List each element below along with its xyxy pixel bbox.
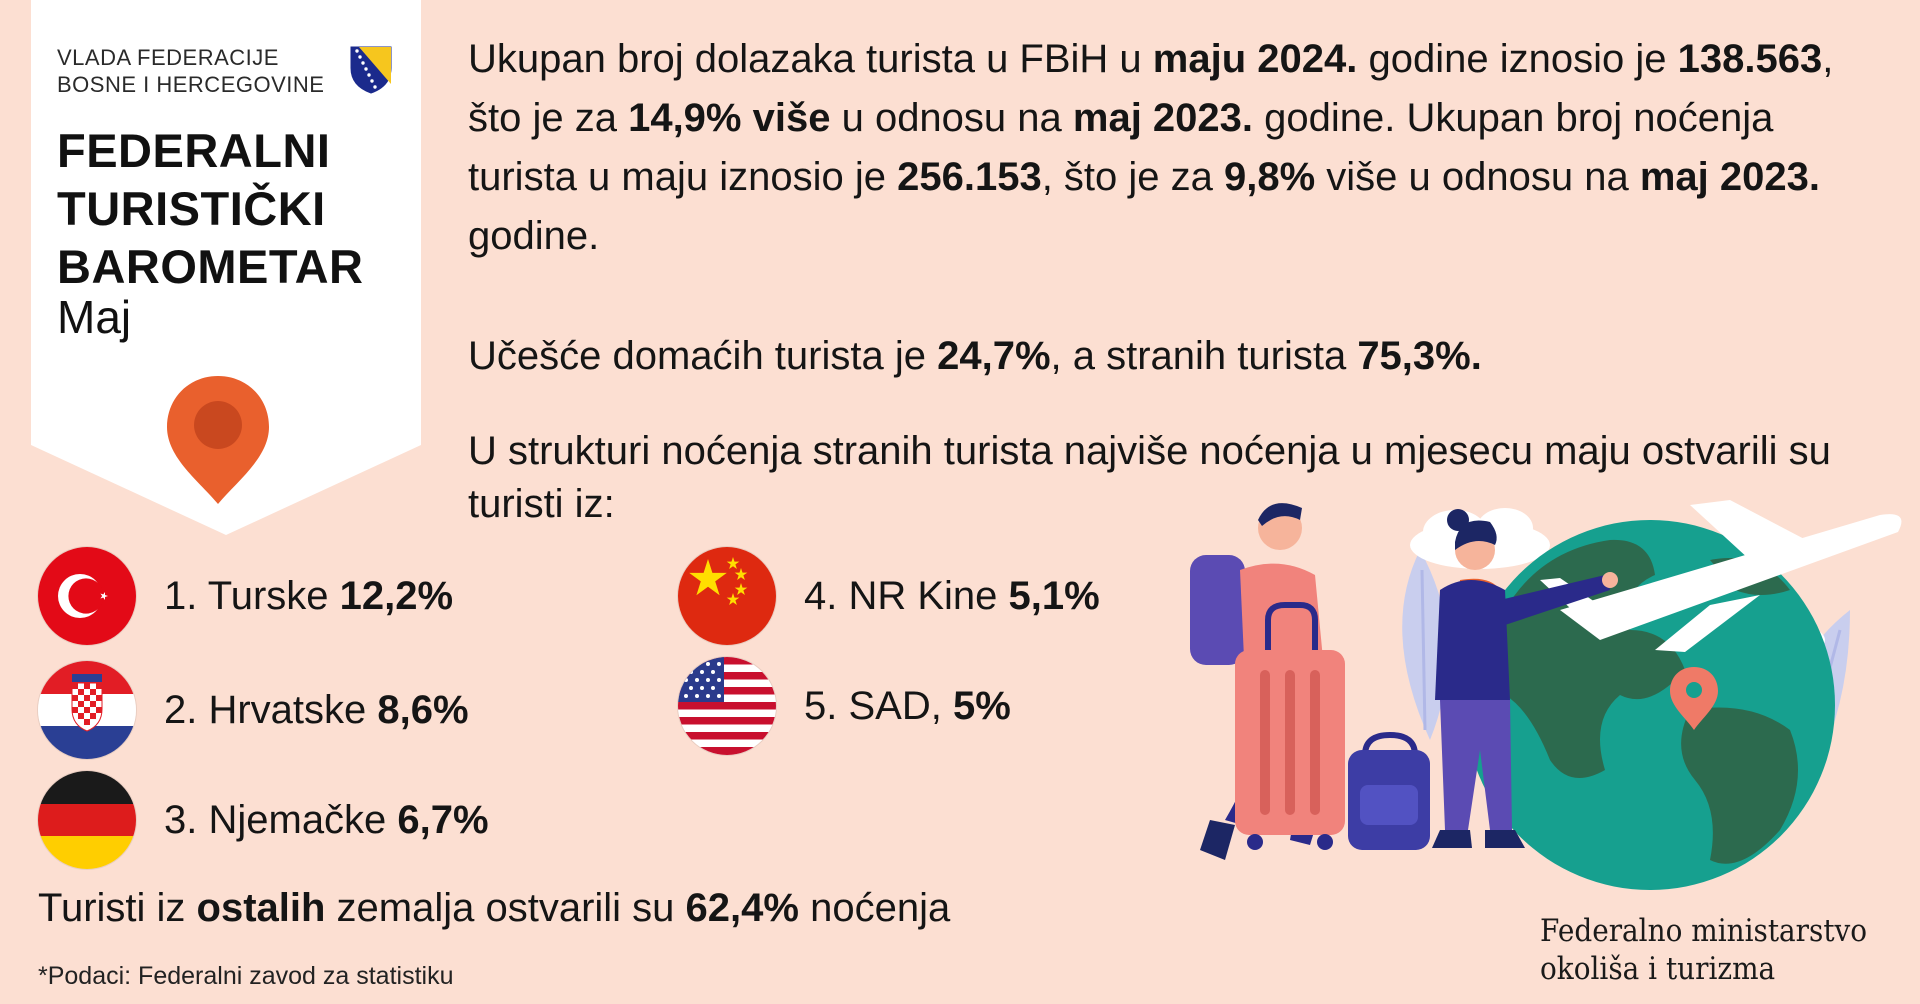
- croatia-flag-icon: [38, 661, 136, 759]
- barometer-title: FEDERALNI TURISTIČKI BAROMETAR: [57, 122, 364, 296]
- share-paragraph: Učešće domaćih turista je 24,7%, a stran…: [468, 327, 1888, 386]
- country-label: 3. Njemačke: [164, 797, 398, 842]
- country-text: 2. Hrvatske 8,6%: [164, 688, 469, 733]
- airplane-icon: [1540, 500, 1902, 652]
- summary-bold-1: maju 2024.: [1152, 37, 1358, 81]
- title-banner: [31, 0, 421, 535]
- title-line-1: FEDERALNI: [57, 124, 331, 177]
- summary-bold-4: maj 2023.: [1072, 96, 1254, 140]
- banner-background: [31, 0, 421, 535]
- country-item-germany: 3. Njemačke 6,7%: [38, 770, 489, 870]
- month-label: Maj: [57, 291, 132, 343]
- share-text-1: Učešće domaćih turista je: [468, 334, 938, 378]
- country-share: 5,1%: [1008, 573, 1100, 618]
- country-label: 5. SAD,: [804, 683, 953, 728]
- others-bold-1: ostalih: [196, 886, 326, 930]
- summary-text-5: godine. Ukupan broj noćenja turista u ma…: [468, 96, 1774, 199]
- travelers-globe-illustration: [1190, 500, 1902, 890]
- country-label: 1. Turske: [164, 573, 340, 618]
- country-share: 12,2%: [339, 573, 454, 618]
- government-line-1: VLADA FEDERACIJE: [57, 45, 279, 70]
- country-share: 5%: [952, 683, 1011, 728]
- map-pin-icon: [1670, 667, 1718, 730]
- ministry-logo-text: Federalno ministarstvo okoliša i turizma: [1540, 912, 1867, 988]
- summary-text-3: , što je za: [468, 37, 1834, 140]
- country-share: 8,6%: [377, 687, 469, 732]
- coat-of-arms-icon: [350, 46, 392, 94]
- country-item-turkey: 1. Turske 12,2%: [38, 546, 453, 646]
- turkey-flag-icon: [38, 547, 136, 645]
- others-share: 62,4%: [685, 886, 799, 930]
- arrivals-value: 138.563: [1677, 37, 1823, 81]
- title-line-3: BAROMETAR: [57, 240, 364, 293]
- country-text: 3. Njemačke 6,7%: [164, 798, 489, 843]
- others-text-2: zemalja ostvarili su: [325, 886, 686, 930]
- share-text-2: , a stranih turista: [1050, 334, 1358, 378]
- foreign-share: 75,3%.: [1357, 334, 1482, 378]
- country-item-croatia: 2. Hrvatske 8,6%: [38, 660, 469, 760]
- country-item-china: 4. NR Kine 5,1%: [678, 546, 1100, 646]
- summary-text-1: Ukupan broj dolazaka turista u FBiH u: [468, 37, 1153, 81]
- globe-icon: [1465, 520, 1835, 890]
- country-text: 5. SAD, 5%: [804, 684, 1011, 729]
- nights-growth: 9,8%: [1224, 155, 1316, 199]
- other-countries-text: Turisti iz ostalih zemalja ostvarili su …: [38, 886, 950, 931]
- location-pin-icon: [167, 376, 269, 504]
- suitcase-icon: [1235, 602, 1345, 850]
- country-share: 6,7%: [397, 797, 489, 842]
- china-flag-icon: [678, 547, 776, 645]
- usa-flag-icon: [678, 657, 776, 755]
- title-line-2: TURISTIČKI: [57, 182, 326, 235]
- summary-paragraph: Ukupan broj dolazaka turista u FBiH u ma…: [468, 30, 1888, 266]
- summary-text-2: godine iznosio je: [1357, 37, 1678, 81]
- others-text-3: noćenja: [798, 886, 951, 930]
- country-label: 2. Hrvatske: [164, 687, 378, 732]
- summary-text-8: godine.: [468, 214, 600, 258]
- data-source-note: *Podaci: Federalni zavod za statistiku: [38, 962, 454, 990]
- country-text: 1. Turske 12,2%: [164, 574, 453, 619]
- summary-bold-7: maj 2023.: [1639, 155, 1820, 199]
- government-line-2: BOSNE I HERCEGOVINE: [57, 72, 325, 97]
- structure-intro: U strukturi noćenja stranih turista najv…: [468, 429, 1831, 526]
- domestic-share: 24,7%: [937, 334, 1051, 378]
- others-text-1: Turisti iz: [38, 886, 197, 930]
- country-label: 4. NR Kine: [804, 573, 1009, 618]
- country-item-usa: 5. SAD, 5%: [678, 656, 1011, 756]
- summary-text-6: , što je za: [1041, 155, 1224, 199]
- government-name: VLADA FEDERACIJE BOSNE I HERCEGOVINE: [57, 44, 324, 98]
- ministry-line-2: okoliša i turizma: [1540, 951, 1776, 987]
- country-text: 4. NR Kine 5,1%: [804, 574, 1100, 619]
- backpack-icon: [1348, 731, 1430, 850]
- summary-text-4: u odnosu na: [830, 96, 1073, 140]
- summary-text-7: više u odnosu na: [1315, 155, 1640, 199]
- ministry-line-1: Federalno ministarstvo: [1540, 913, 1868, 949]
- female-traveler-icon: [1432, 509, 1618, 848]
- arrivals-growth: 14,9% više: [628, 96, 831, 140]
- germany-flag-icon: [38, 771, 136, 869]
- nights-value: 256.153: [897, 155, 1042, 199]
